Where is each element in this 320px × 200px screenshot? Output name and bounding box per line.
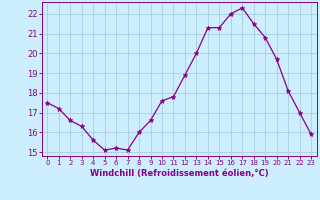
X-axis label: Windchill (Refroidissement éolien,°C): Windchill (Refroidissement éolien,°C) [90, 169, 268, 178]
